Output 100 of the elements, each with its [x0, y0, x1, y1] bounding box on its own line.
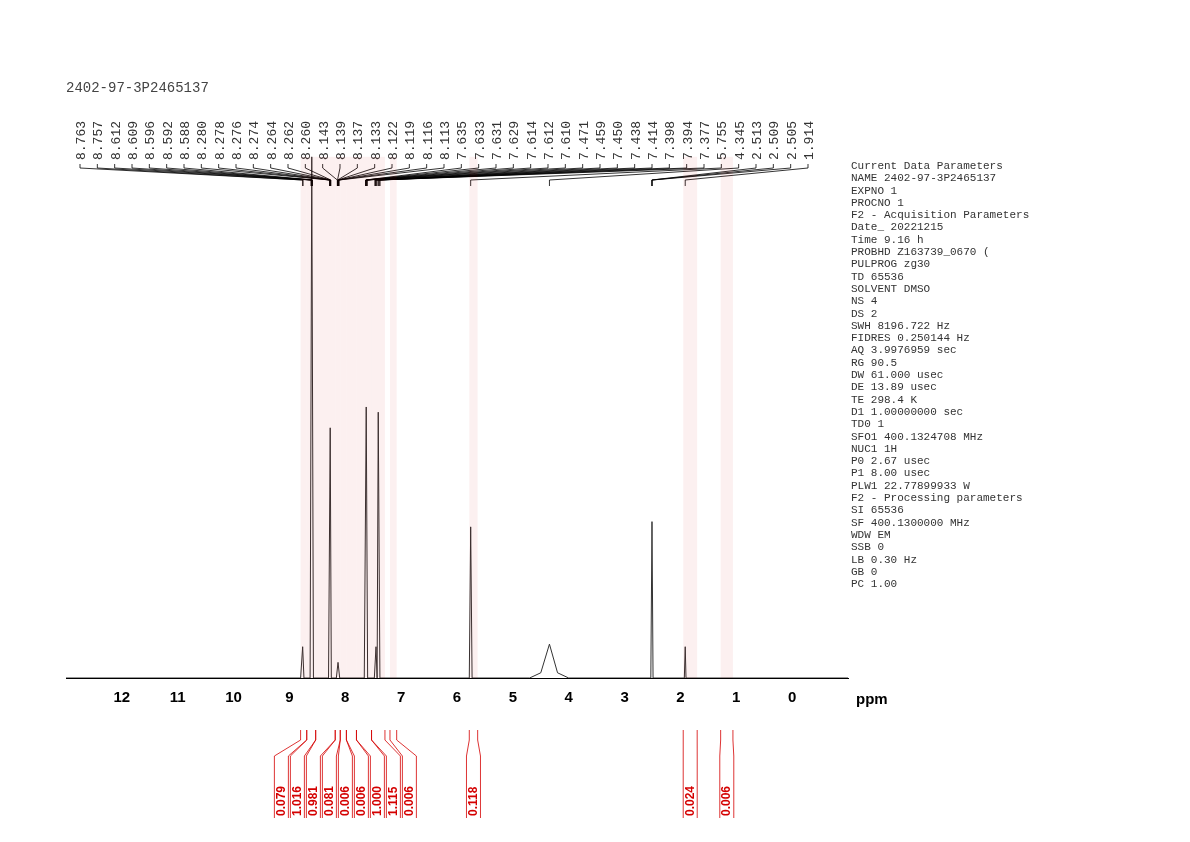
- annotation: 7.438: [628, 120, 644, 160]
- x-tick-label: 8: [341, 688, 350, 706]
- annotation: 7.629: [507, 120, 523, 160]
- text: P1 8.00 usec: [851, 467, 932, 480]
- text: SF 400.1300000 MHz: [851, 516, 971, 529]
- text: PULPROG zg30: [851, 258, 932, 271]
- x-tick-label: 10: [225, 688, 242, 706]
- text: SWH 8196.722 Hz: [851, 319, 952, 333]
- text: FIDRES 0.250144 Hz: [851, 332, 971, 345]
- annotation: 2.513: [750, 120, 765, 160]
- annotation: 8.757: [91, 120, 107, 160]
- x-tick-label: 7: [396, 688, 406, 706]
- band-label: 0.118: [465, 786, 480, 816]
- annotation: 8.278: [212, 120, 228, 160]
- text: NUC1 1H: [851, 442, 899, 456]
- text: PLW1 22.77899933 W: [851, 479, 971, 493]
- text: Current Data Parameters: [851, 160, 1004, 173]
- text: SFO1 400.1324708 MHz: [851, 430, 985, 443]
- text: TD0 1: [851, 418, 885, 431]
- annotation: 7.398: [663, 120, 679, 160]
- text: F2 - Acquisition Parameters: [851, 209, 1030, 222]
- band-label: 0.006: [401, 785, 416, 816]
- annotation: 8.588: [178, 120, 193, 160]
- text: Time 9.16 h: [851, 233, 925, 247]
- annotation: 7.471: [576, 120, 592, 160]
- x-tick-label: 4: [564, 688, 574, 706]
- chart-title: 2402-97-3P2465137: [66, 80, 209, 97]
- x-tick-label: 5: [508, 688, 518, 706]
- text: SI 65536: [851, 504, 905, 517]
- annotation: 8.596: [143, 120, 159, 160]
- text: TE 298.4 K: [851, 393, 918, 406]
- annotation: 8.137: [351, 120, 367, 160]
- text: RG 90.5: [851, 356, 899, 370]
- x-tick-label: 12: [113, 688, 131, 706]
- text: WDW EM: [851, 528, 892, 542]
- annotation: 7.614: [524, 120, 540, 160]
- band-label: 1.115: [385, 786, 400, 816]
- x-tick-label: 0: [787, 688, 797, 706]
- annotation: 7.377: [698, 120, 713, 160]
- x-tick-label: 9: [285, 688, 294, 706]
- text: PC 1.00: [851, 578, 899, 591]
- annotation: 8.612: [108, 120, 124, 160]
- annotation: 8.264: [264, 120, 280, 160]
- annotation: 2.509: [767, 120, 783, 160]
- annotation: 8.592: [160, 120, 176, 160]
- annotation: 8.143: [316, 120, 332, 160]
- annotation: 8.763: [74, 120, 89, 160]
- text: SOLVENT DMSO: [851, 282, 932, 296]
- band-label: 1.000: [369, 785, 384, 816]
- text: D1 1.00000000 sec: [851, 405, 965, 419]
- annotation: 1.914: [802, 120, 817, 160]
- annotation: 8.260: [299, 120, 315, 160]
- text: AQ 3.9976959 sec: [851, 344, 958, 357]
- x-axis-title: ppm: [856, 689, 888, 707]
- band-label: 1.016: [289, 785, 304, 816]
- text: SSB 0: [851, 541, 885, 554]
- band-label: 0.006: [353, 785, 368, 816]
- annotation: 8.113: [438, 120, 453, 160]
- text: NAME 2402-97-3P2465137: [851, 172, 998, 185]
- annotation: 8.119: [403, 120, 419, 160]
- text: P0 2.67 usec: [851, 455, 932, 468]
- text: GB 0: [851, 565, 879, 579]
- x-tick-label: 6: [452, 688, 462, 706]
- annotation: 4.345: [732, 120, 748, 160]
- band-label: 0.024: [682, 785, 697, 816]
- band-label: 0.081: [321, 785, 336, 816]
- annotation: 8.116: [420, 120, 436, 160]
- annotation: 7.633: [472, 120, 488, 160]
- x-tick-label: 3: [620, 688, 629, 706]
- annotation: 7.459: [594, 120, 609, 160]
- annotation: 5.755: [715, 120, 731, 160]
- band-label: 0.006: [337, 785, 352, 816]
- annotation: 7.610: [559, 120, 575, 160]
- band-label: 0.981: [305, 785, 320, 816]
- text: NS 4: [851, 295, 879, 308]
- annotation: 7.631: [490, 120, 505, 160]
- annotation: 8.276: [230, 120, 245, 160]
- annotation: 7.414: [646, 120, 661, 160]
- text: DS 2: [851, 307, 879, 320]
- x-tick-label: 11: [169, 688, 186, 706]
- annotation: 7.394: [680, 120, 696, 160]
- annotation: 8.122: [386, 120, 401, 160]
- text: LB 0.30 Hz: [851, 553, 918, 566]
- text: F2 - Processing parameters: [851, 492, 1024, 505]
- annotation: 7.612: [542, 120, 557, 160]
- band-label: 0.079: [273, 785, 288, 816]
- text: PROCNO 1: [851, 196, 905, 210]
- text: DE 13.89 usec: [851, 381, 938, 394]
- annotation: 8.280: [195, 120, 211, 160]
- annotation: 7.635: [455, 120, 471, 160]
- x-tick-label: 1: [732, 688, 741, 706]
- annotation: 8.133: [368, 120, 384, 160]
- annotation: 7.450: [611, 120, 627, 160]
- annotation: 2.505: [784, 120, 800, 160]
- x-tick-label: 2: [676, 688, 685, 706]
- annotation: 8.139: [334, 120, 349, 160]
- text: TD 65536: [851, 270, 905, 283]
- annotation: 8.274: [247, 120, 263, 160]
- band-label: 0.006: [719, 785, 734, 816]
- text: PROBHD Z163739_0670 (: [851, 246, 991, 259]
